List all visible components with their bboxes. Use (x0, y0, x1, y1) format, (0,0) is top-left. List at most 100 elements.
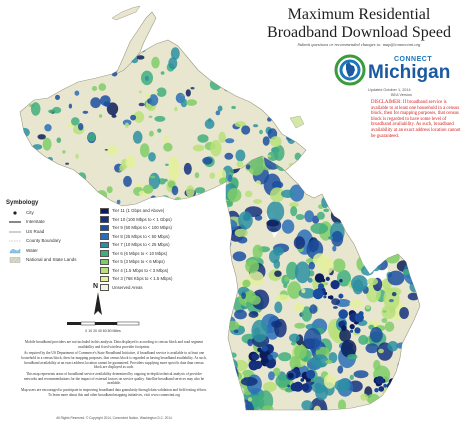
coverage-patch (391, 292, 397, 297)
coverage-patch (402, 358, 411, 369)
coverage-patch (329, 158, 342, 168)
coverage-patch (168, 57, 178, 70)
coverage-patch (103, 101, 111, 107)
symbology-label: County Boundary (26, 238, 61, 244)
coverage-patch (229, 352, 237, 359)
coverage-patch (194, 172, 200, 179)
coverage-patch (417, 173, 420, 183)
coverage-patch (171, 185, 179, 196)
coverage-patch (125, 155, 136, 169)
coverage-patch (333, 306, 338, 309)
coverage-patch (341, 196, 353, 214)
coverage-patch (328, 185, 336, 196)
coverage-patch (409, 181, 416, 189)
coverage-patch (403, 163, 415, 175)
coverage-patch (143, 184, 154, 194)
coverage-patch (309, 156, 326, 169)
tier-label: Tier 6 (6 Mbps to < 10 Mbps) (112, 250, 168, 256)
coverage-patch (100, 50, 108, 61)
coverage-patch (415, 237, 420, 253)
coverage-patch (111, 114, 117, 118)
urban-coverage-patch (287, 384, 291, 388)
coverage-patch (311, 354, 329, 368)
coverage-patch (414, 328, 420, 332)
coverage-patch (282, 55, 291, 60)
coverage-patch (267, 117, 272, 122)
scale-label: 0 10 20 40 60 80 Miles (85, 329, 121, 333)
coverage-patch (68, 185, 75, 191)
tier-swatch (100, 267, 109, 274)
urban-coverage-patch (349, 324, 355, 330)
coverage-patch (272, 367, 281, 377)
coverage-patch (139, 143, 150, 158)
coverage-patch (393, 204, 407, 221)
coverage-patch (41, 71, 50, 77)
coverage-patch (215, 110, 221, 116)
coverage-patch (106, 63, 113, 71)
coverage-patch (341, 339, 357, 358)
symbology-label: City (26, 210, 34, 215)
coverage-patch (312, 253, 327, 267)
coverage-patch (244, 190, 253, 198)
tier-swatch (100, 258, 109, 265)
coverage-patch (87, 132, 96, 142)
coverage-patch (186, 185, 195, 198)
coverage-patch (30, 102, 41, 116)
coverage-patch (375, 189, 382, 196)
coverage-patch (283, 283, 288, 288)
coverage-patch (266, 201, 285, 223)
coverage-patch (383, 217, 396, 224)
coverage-patch (225, 138, 235, 144)
coverage-patch (300, 105, 306, 113)
coverage-patch (30, 81, 36, 87)
urban-coverage-patch (267, 354, 273, 360)
tier-item-5: Tier 5 (3 Mbps to < 6 Mbps) (100, 258, 210, 267)
coverage-patch (388, 299, 394, 303)
coverage-patch (229, 398, 245, 410)
coverage-patch (361, 167, 378, 183)
coverage-patch (268, 66, 280, 76)
coverage-patch (153, 90, 158, 94)
coverage-patch (327, 193, 334, 200)
coverage-patch (364, 188, 373, 200)
coverage-patch (226, 400, 241, 410)
coverage-patch (367, 237, 385, 256)
coverage-patch (363, 188, 371, 197)
coverage-patch (301, 306, 313, 322)
tier-swatch (100, 241, 109, 248)
coverage-patch (77, 68, 87, 74)
coverage-patch (217, 69, 227, 81)
coverage-patch (412, 359, 420, 384)
coverage-patch (144, 92, 151, 99)
coverage-patch (381, 318, 388, 323)
coverage-patch (361, 235, 368, 243)
coverage-patch (371, 204, 381, 213)
coverage-patch (22, 156, 32, 162)
coverage-patch (352, 279, 364, 295)
coverage-patch (402, 269, 411, 275)
coverage-patch (409, 391, 420, 410)
coverage-patch (34, 56, 39, 59)
coverage-patch (332, 245, 337, 252)
coverage-patch (410, 341, 420, 358)
coverage-patch (224, 152, 234, 160)
tier-swatch (100, 207, 109, 214)
coverage-patch (337, 365, 344, 374)
coverage-patch (78, 123, 84, 131)
disclaimer-text: DISCLAIMER: If broadband service is avai… (371, 100, 461, 139)
coverage-patch (200, 48, 212, 59)
coverage-patch (197, 194, 202, 200)
tier-label: Tier 8 (25 Mbps to < 50 Mbps) (112, 233, 170, 239)
coverage-patch (399, 307, 409, 319)
coverage-patch (395, 388, 404, 395)
coverage-patch (407, 249, 419, 260)
coverage-patch (308, 261, 315, 270)
coverage-patch (225, 77, 234, 86)
coverage-patch (195, 40, 207, 48)
coverage-patch (405, 182, 420, 197)
coverage-patch (412, 210, 420, 224)
coverage-patch (237, 68, 249, 76)
urban-coverage-patch (290, 382, 299, 392)
coverage-patch (368, 192, 374, 196)
coverage-patch (217, 105, 223, 112)
